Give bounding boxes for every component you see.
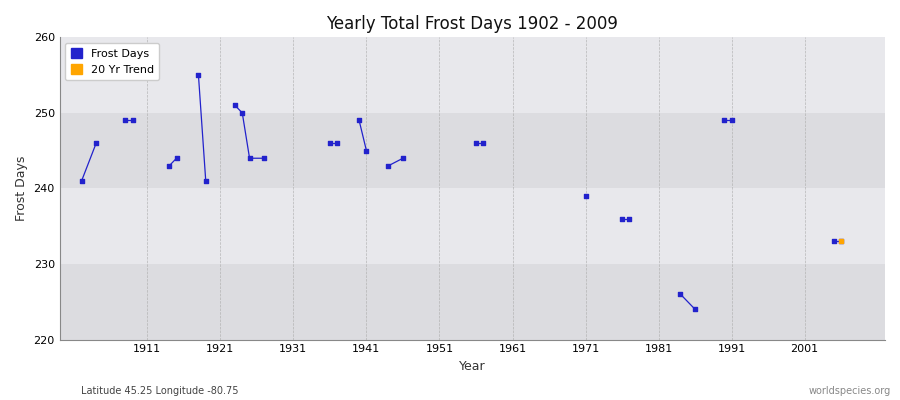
Point bbox=[469, 140, 483, 146]
Point bbox=[352, 117, 366, 124]
Point bbox=[118, 117, 132, 124]
Point bbox=[242, 155, 256, 162]
Point bbox=[191, 72, 205, 78]
Point bbox=[199, 178, 213, 184]
Point bbox=[169, 155, 184, 162]
Point bbox=[827, 238, 842, 244]
Point bbox=[615, 216, 629, 222]
Point bbox=[834, 238, 849, 244]
Point bbox=[235, 110, 249, 116]
Point bbox=[688, 306, 702, 312]
Point bbox=[125, 117, 140, 124]
Bar bbox=[59, 37, 885, 113]
Point bbox=[579, 193, 593, 199]
Point bbox=[673, 291, 688, 298]
Bar bbox=[59, 113, 885, 188]
Point bbox=[717, 117, 732, 124]
Point bbox=[257, 155, 272, 162]
Point bbox=[834, 238, 849, 244]
Point bbox=[381, 162, 395, 169]
Text: worldspecies.org: worldspecies.org bbox=[809, 386, 891, 396]
Y-axis label: Frost Days: Frost Days bbox=[15, 156, 28, 221]
Point bbox=[330, 140, 345, 146]
Point bbox=[89, 140, 104, 146]
X-axis label: Year: Year bbox=[459, 360, 486, 373]
Legend: Frost Days, 20 Yr Trend: Frost Days, 20 Yr Trend bbox=[65, 43, 159, 80]
Point bbox=[323, 140, 338, 146]
Point bbox=[162, 162, 176, 169]
Point bbox=[75, 178, 89, 184]
Bar bbox=[59, 188, 885, 264]
Point bbox=[622, 216, 636, 222]
Point bbox=[724, 117, 739, 124]
Text: Latitude 45.25 Longitude -80.75: Latitude 45.25 Longitude -80.75 bbox=[81, 386, 239, 396]
Point bbox=[396, 155, 410, 162]
Point bbox=[228, 102, 242, 108]
Point bbox=[359, 148, 374, 154]
Bar bbox=[59, 264, 885, 340]
Point bbox=[476, 140, 491, 146]
Title: Yearly Total Frost Days 1902 - 2009: Yearly Total Frost Days 1902 - 2009 bbox=[327, 15, 618, 33]
